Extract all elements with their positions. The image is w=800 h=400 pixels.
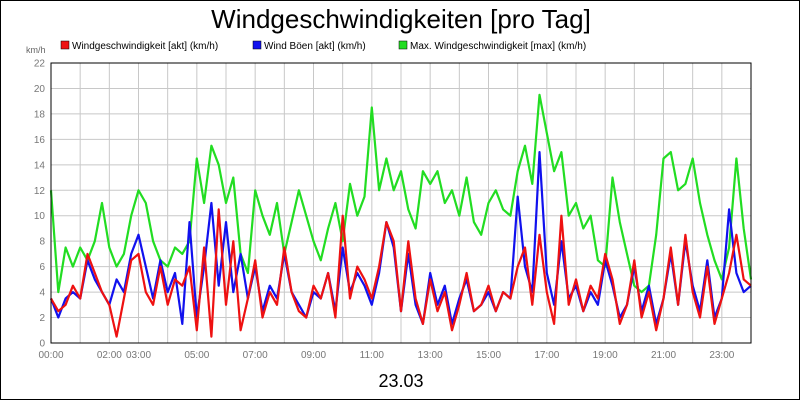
series-lines xyxy=(49,93,753,338)
y-tick-label: 18 xyxy=(34,109,46,120)
x-tick-label: 05:00 xyxy=(184,350,209,361)
legend-swatch xyxy=(60,40,70,50)
x-tick-label: 19:00 xyxy=(593,350,618,361)
y-tick-label: 6 xyxy=(39,262,45,273)
chart-title: Windgeschwindigkeiten [pro Tag] xyxy=(211,4,591,34)
legend-label: Wind Böen [akt] (km/h) xyxy=(264,41,366,52)
y-tick-label: 22 xyxy=(34,59,46,70)
x-tick-label: 11:00 xyxy=(360,350,385,361)
x-tick-label: 00:00 xyxy=(38,350,63,361)
x-tick-label: 21:00 xyxy=(651,350,676,361)
x-tick-label: 02:00 xyxy=(97,350,122,361)
y-tick-label: 2 xyxy=(39,313,45,324)
y-tick-label: 10 xyxy=(34,211,46,222)
series-line xyxy=(50,208,752,338)
y-tick-label: 0 xyxy=(39,339,45,350)
x-tick-label: 03:00 xyxy=(126,350,151,361)
y-tick-label: 16 xyxy=(34,135,46,146)
legend-label: Windgeschwindigkeit [akt] (km/h) xyxy=(72,41,218,52)
y-unit-label: km/h xyxy=(26,45,46,55)
x-tick-label: 15:00 xyxy=(476,350,501,361)
x-tick-label: 09:00 xyxy=(301,350,326,361)
y-tick-label: 12 xyxy=(34,186,46,197)
y-tick-label: 14 xyxy=(34,160,46,171)
legend-label: Max. Windgeschwindigkeit [max] (km/h) xyxy=(410,41,586,52)
x-tick-label: 13:00 xyxy=(418,350,443,361)
y-tick-label: 20 xyxy=(34,84,46,95)
legend-swatch xyxy=(252,40,262,50)
x-tick-label: 17:00 xyxy=(534,350,559,361)
y-tick-label: 8 xyxy=(39,237,45,248)
x-tick-label: 23:00 xyxy=(709,350,734,361)
legend: Windgeschwindigkeit [akt] (km/h) Wind Böe… xyxy=(60,40,586,52)
plot-border xyxy=(50,62,752,344)
x-tick-label: 07:00 xyxy=(243,350,268,361)
y-tick-label: 4 xyxy=(39,288,45,299)
legend-swatch xyxy=(398,40,408,50)
date-label: 23.03 xyxy=(378,371,423,391)
axis-ticks: 0 2 4 6 8 10 12 14 16 18 20 22 00:00 02:00 03:00 05:00 0… xyxy=(34,59,735,362)
series-line xyxy=(49,93,753,294)
